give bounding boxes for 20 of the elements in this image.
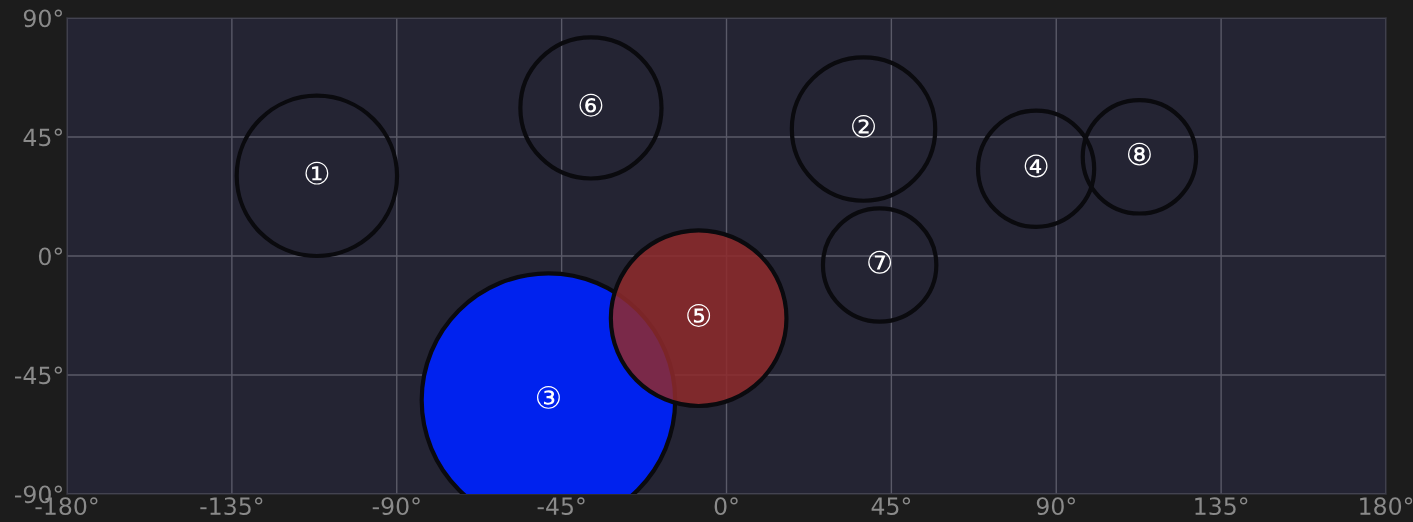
y-tick-label: 0°	[38, 247, 62, 266]
data-label: ⑧	[1127, 142, 1151, 166]
data-label: ⑦	[868, 250, 892, 274]
y-tick-label: 45°	[23, 128, 62, 147]
data-label: ③	[537, 386, 560, 409]
data-label: ②	[852, 114, 875, 138]
x-tick-label: 90°	[1036, 497, 1075, 516]
y-tick-label: 90°	[23, 9, 62, 28]
x-tick-label: -45°	[537, 497, 585, 516]
x-tick-label: -135°	[200, 497, 263, 516]
data-label: ①	[305, 161, 329, 185]
data-label: ④	[1024, 154, 1048, 178]
x-tick-label: 45°	[871, 497, 911, 516]
data-label: ⑥	[579, 93, 603, 117]
x-tick-label: 0°	[714, 497, 738, 516]
x-tick-label: -90°	[372, 497, 420, 516]
data-label: ⑤	[687, 304, 711, 327]
x-tick-label: 135°	[1195, 497, 1248, 516]
y-tick-label: -45°	[15, 366, 62, 385]
x-tick-label: 180°	[1360, 497, 1413, 516]
